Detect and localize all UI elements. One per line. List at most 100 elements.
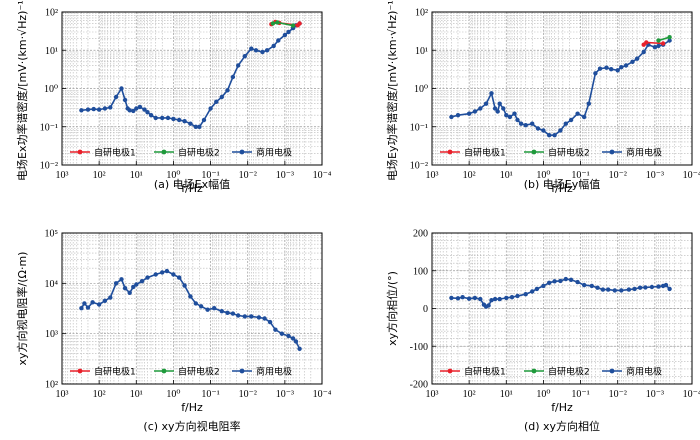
data-point [530, 289, 535, 294]
x-tick-label: 10³ [56, 170, 69, 181]
x-tick-label: 10⁰ [536, 389, 550, 400]
data-point [225, 310, 230, 315]
data-point [489, 91, 494, 96]
data-point [82, 301, 87, 306]
data-point [558, 128, 563, 133]
legend-marker [609, 149, 615, 155]
y-tick-label: 10⁻¹ [410, 122, 428, 133]
data-point [249, 46, 254, 51]
data-point [558, 278, 563, 284]
chart-caption: (a) 电场Ex幅值 [154, 177, 230, 191]
data-point [455, 296, 461, 301]
data-point [492, 296, 498, 302]
data-layer [79, 19, 302, 129]
y-tick-label: 10¹ [45, 46, 58, 57]
data-point [127, 290, 132, 295]
y-tick-label: 10⁵ [45, 229, 59, 240]
data-point [609, 67, 614, 72]
y-tick-label: 10⁻² [410, 161, 428, 172]
data-point [489, 298, 494, 303]
data-point [497, 101, 502, 106]
y-tick-label: 10⁰ [414, 84, 428, 95]
plot-frame [61, 232, 323, 385]
x-tick-label: 10⁻² [609, 389, 627, 400]
data-point [282, 32, 288, 38]
data-point [472, 109, 478, 114]
data-point [148, 113, 154, 118]
x-tick-label: 10⁻⁴ [683, 389, 700, 400]
data-point [483, 101, 489, 106]
data-point [515, 293, 520, 299]
data-point [91, 106, 96, 112]
data-point [225, 88, 230, 93]
data-point [242, 314, 247, 319]
data-point [171, 116, 176, 122]
data-point [145, 110, 150, 115]
legend-entry: 商用电极 [256, 147, 292, 159]
data-point [497, 296, 502, 302]
data-point [582, 282, 587, 288]
data-point [188, 294, 193, 299]
x-tick-label: 10² [463, 170, 476, 181]
legend-entry: 自研电极1 [94, 147, 136, 159]
data-point [509, 295, 515, 300]
data-point [552, 133, 557, 138]
data-point [634, 56, 640, 61]
data-point [85, 107, 91, 112]
legend-marker [447, 149, 453, 155]
data-point [122, 286, 128, 291]
legend-marker [239, 368, 245, 374]
data-point [137, 104, 143, 110]
data-point [593, 71, 598, 76]
data-point [113, 94, 119, 100]
x-tick-label: 10⁻¹ [571, 170, 589, 181]
data-point [79, 306, 84, 311]
data-point [271, 43, 276, 49]
data-point [478, 296, 483, 302]
y-tick-label: 10⁴ [45, 279, 59, 290]
data-point [253, 48, 259, 53]
data-point [589, 283, 594, 289]
data-point [275, 20, 280, 25]
legend-entry: 自研电极2 [178, 147, 220, 159]
legend-marker [531, 368, 537, 374]
data-point [164, 268, 170, 274]
data-point [504, 113, 509, 118]
y-tick-label: 10⁰ [44, 84, 58, 95]
data-point [595, 285, 600, 290]
data-point [230, 74, 236, 80]
x-tick-label: 10¹ [500, 389, 513, 400]
data-point [260, 49, 265, 55]
data-point [134, 282, 139, 287]
legend-entry: 自研电极2 [178, 366, 220, 378]
data-point [290, 23, 296, 28]
data-point [547, 280, 552, 285]
data-point [460, 295, 465, 300]
x-tick-label: 10⁻⁴ [313, 389, 332, 400]
data-point [472, 295, 478, 301]
chart-caption: (c) xy方向视电阻率 [143, 419, 240, 433]
data-point [219, 309, 224, 314]
data-point [619, 65, 624, 70]
data-point [656, 284, 661, 289]
data-point [85, 305, 91, 310]
data-point [182, 119, 187, 124]
x-tick-label: 10⁰ [536, 170, 550, 181]
data-point [455, 113, 461, 118]
data-point [643, 285, 648, 290]
x-tick-label: 10⁻³ [646, 389, 664, 400]
data-point [656, 38, 661, 43]
data-point [615, 68, 620, 73]
x-tick-label: 10⁻¹ [201, 389, 219, 400]
data-point [293, 339, 299, 344]
chart-panel-c: 10³ 10² 10¹ 10⁰ 10⁻¹ 10⁻² 10⁻³ 10⁻⁴10²10³10⁴10⁵… [15, 229, 332, 434]
data-point [122, 97, 128, 103]
data-point [501, 106, 506, 111]
data-point [663, 282, 669, 288]
data-point [160, 115, 165, 121]
y-tick-label: -200 [410, 380, 428, 391]
legend-entry: 自研电极2 [548, 147, 590, 159]
data-point [652, 45, 658, 50]
legend-marker [531, 149, 537, 155]
